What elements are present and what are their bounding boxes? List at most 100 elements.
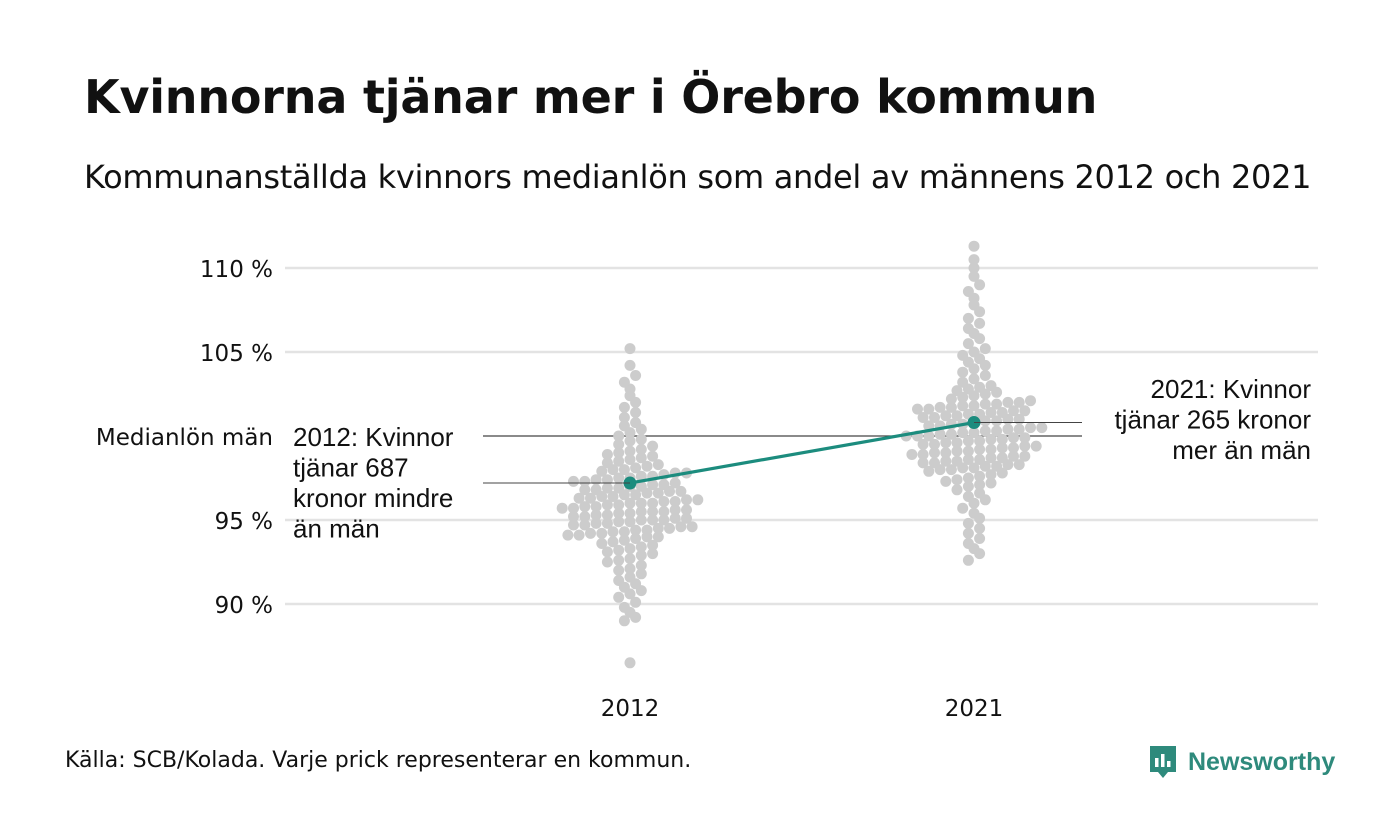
municipality-dot-2012	[635, 568, 647, 580]
municipality-dot-2021	[962, 312, 974, 324]
municipality-dot-2012	[568, 475, 579, 487]
municipality-dot-2021	[1002, 423, 1014, 435]
municipality-dot-2012	[630, 489, 642, 501]
municipality-dot-2012	[618, 601, 630, 613]
municipality-dot-2012	[613, 499, 625, 511]
municipality-dot-2021	[945, 393, 957, 405]
municipality-dot-2012	[624, 516, 636, 528]
municipality-dot-2021	[940, 455, 952, 467]
municipality-dot-2012	[692, 494, 704, 506]
municipality-dot-2021	[985, 452, 997, 464]
municipality-dot-2021	[962, 491, 974, 502]
municipality-dot-2021	[991, 425, 1003, 437]
municipality-dot-2012	[624, 454, 636, 465]
municipality-dot-2021	[979, 425, 991, 437]
municipality-dot-2012	[579, 475, 591, 487]
municipality-dot-2012	[630, 417, 642, 429]
municipality-dot-2021	[996, 433, 1008, 445]
municipality-dot-2021	[979, 398, 991, 410]
municipality-dot-2012	[635, 559, 647, 571]
municipality-dot-2021	[940, 447, 952, 459]
municipality-dot-2012	[601, 449, 613, 460]
municipality-dot-2021	[996, 442, 1008, 454]
municipality-dot-2012	[624, 657, 636, 669]
municipality-dot-2012	[630, 533, 642, 544]
municipality-dot-2012	[658, 514, 670, 526]
municipality-dot-2021	[991, 460, 1003, 472]
municipality-dot-2021	[912, 403, 923, 415]
municipality-dot-2012	[590, 501, 602, 513]
municipality-dot-2012	[618, 526, 630, 538]
municipality-dot-2012	[652, 487, 664, 499]
municipality-dot-2012	[624, 543, 636, 555]
municipality-dot-2012	[613, 554, 625, 566]
municipality-dot-2012	[596, 538, 608, 549]
municipality-dot-2012	[681, 504, 692, 516]
municipality-dot-2021	[1019, 450, 1031, 462]
municipality-dot-2021	[1025, 395, 1036, 407]
municipality-dot-2021	[968, 427, 980, 439]
municipality-dot-2021	[962, 538, 974, 549]
municipality-dot-2012	[613, 438, 625, 450]
chart-title: Kvinnorna tjänar mer i Örebro kommun	[84, 70, 1098, 124]
municipality-dot-2012	[669, 477, 681, 489]
municipality-dot-2021	[962, 338, 974, 350]
municipality-dot-2021	[979, 370, 991, 381]
municipality-dot-2021	[962, 480, 974, 492]
municipality-dot-2021	[951, 455, 963, 467]
municipality-dot-2021	[1013, 459, 1025, 471]
municipality-dot-2021	[974, 522, 986, 534]
municipality-dot-2012	[624, 507, 636, 519]
municipality-dot-2012	[675, 485, 687, 497]
municipality-dot-2012	[641, 524, 653, 536]
municipality-dot-2012	[624, 553, 636, 565]
municipality-dot-2021	[923, 403, 935, 415]
municipality-dot-2021	[991, 398, 1003, 410]
municipality-dot-2021	[929, 457, 940, 469]
municipality-dot-2012	[607, 491, 619, 502]
municipality-dot-2021	[974, 487, 986, 499]
municipality-dot-2021	[929, 447, 940, 459]
municipality-dot-2012	[601, 556, 613, 568]
municipality-dot-2021	[923, 465, 935, 477]
municipality-dot-2012	[601, 474, 613, 486]
municipality-dot-2021	[985, 433, 997, 445]
brand: Newsworthy	[1148, 742, 1335, 782]
municipality-dot-2021	[1013, 396, 1025, 408]
municipality-dot-2021	[985, 443, 997, 455]
municipality-dot-2021	[957, 349, 969, 361]
municipality-dot-2012	[618, 376, 630, 388]
municipality-dot-2012	[613, 591, 625, 603]
municipality-dot-2021	[985, 477, 997, 489]
municipality-dot-2012	[647, 548, 659, 560]
municipality-dot-2021	[962, 527, 974, 539]
municipality-dot-2021	[979, 343, 991, 355]
municipality-dot-2012	[590, 484, 602, 496]
municipality-dot-2021	[991, 415, 1003, 427]
municipality-dot-2021	[974, 454, 986, 465]
municipality-dot-2012	[613, 472, 625, 484]
newsworthy-logo-icon	[1150, 746, 1176, 778]
municipality-dot-2012	[590, 474, 602, 486]
municipality-dot-2021	[1008, 432, 1019, 444]
source-note: Källa: SCB/Kolada. Varje prick represent…	[65, 748, 692, 773]
municipality-dot-2021	[957, 427, 969, 439]
municipality-dot-2012	[601, 517, 613, 529]
municipality-dot-2012	[613, 482, 625, 494]
municipality-dot-2012	[647, 479, 659, 491]
municipality-dot-2012	[613, 516, 625, 528]
x-tick-label: 2021	[945, 696, 1004, 722]
municipality-dot-2012	[658, 506, 670, 518]
municipality-dot-2012	[664, 522, 675, 534]
municipality-dot-2012	[579, 501, 591, 513]
municipality-dot-2021	[962, 517, 974, 529]
municipality-dot-2012	[618, 412, 630, 423]
municipality-dot-2021	[962, 472, 974, 484]
municipality-dot-2012	[630, 370, 642, 381]
municipality-dot-2021	[1019, 405, 1031, 417]
municipality-dot-2012	[624, 343, 636, 355]
municipality-dot-2012	[568, 502, 579, 514]
municipality-dot-2021	[974, 533, 986, 544]
municipality-dot-2012	[641, 460, 653, 472]
